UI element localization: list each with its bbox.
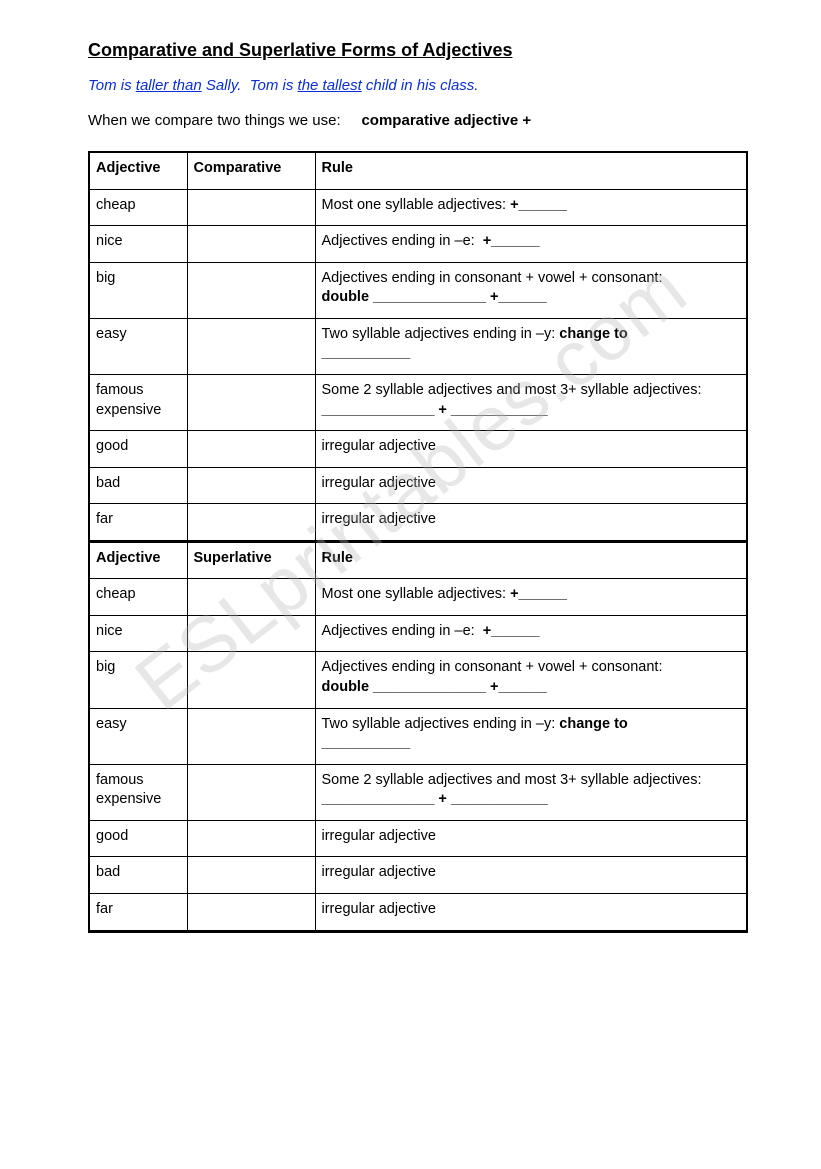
cell-adjective: easy xyxy=(89,708,187,764)
cell-adjective: famousexpensive xyxy=(89,374,187,430)
cell-rule: irregular adjective xyxy=(315,504,747,542)
cell-answer-blank[interactable] xyxy=(187,857,315,894)
example-sentence: Tom is taller than Sally. Tom is the tal… xyxy=(88,77,751,94)
cell-adjective: cheap xyxy=(89,189,187,226)
cell-adjective: big xyxy=(89,262,187,318)
cell-answer-blank[interactable] xyxy=(187,189,315,226)
cell-rule: Adjectives ending in –e: +______ xyxy=(315,226,747,263)
cell-adjective: bad xyxy=(89,857,187,894)
cell-adjective: big xyxy=(89,652,187,708)
col-header-adjective: Adjective xyxy=(89,541,187,579)
table-row: far irregular adjective xyxy=(89,893,747,931)
cell-rule: irregular adjective xyxy=(315,820,747,857)
cell-answer-blank[interactable] xyxy=(187,374,315,430)
cell-rule: Two syllable adjectives ending in –y: ch… xyxy=(315,708,747,764)
cell-answer-blank[interactable] xyxy=(187,504,315,542)
cell-rule: Some 2 syllable adjectives and most 3+ s… xyxy=(315,764,747,820)
cell-answer-blank[interactable] xyxy=(187,262,315,318)
table-row: cheap Most one syllable adjectives: +____… xyxy=(89,579,747,616)
cell-answer-blank[interactable] xyxy=(187,318,315,374)
intro-text: When we compare two things we use: xyxy=(88,112,341,129)
col-header-rule: Rule xyxy=(315,541,747,579)
cell-rule: Most one syllable adjectives: +______ xyxy=(315,189,747,226)
cell-rule: Adjectives ending in consonant + vowel +… xyxy=(315,262,747,318)
col-header-rule: Rule xyxy=(315,152,747,189)
table-row: easy Two syllable adjectives ending in –y… xyxy=(89,708,747,764)
cell-adjective: good xyxy=(89,820,187,857)
cell-rule: Most one syllable adjectives: +______ xyxy=(315,579,747,616)
table-row: nice Adjectives ending in –e: +______ xyxy=(89,615,747,652)
page-title: Comparative and Superlative Forms of Adj… xyxy=(88,40,751,61)
cell-rule: irregular adjective xyxy=(315,893,747,931)
cell-answer-blank[interactable] xyxy=(187,579,315,616)
cell-adjective: famousexpensive xyxy=(89,764,187,820)
table-row: nice Adjectives ending in –e: +______ xyxy=(89,226,747,263)
table-header-row: AdjectiveSuperlativeRule xyxy=(89,541,747,579)
cell-rule: irregular adjective xyxy=(315,431,747,468)
worksheet-table: AdjectiveComparativeRulecheapMost one sy… xyxy=(88,151,748,933)
cell-adjective: nice xyxy=(89,615,187,652)
table-row: cheap Most one syllable adjectives: +____… xyxy=(89,189,747,226)
table-row: easy Two syllable adjectives ending in –y… xyxy=(89,318,747,374)
table-row: bad irregular adjective xyxy=(89,467,747,504)
cell-answer-blank[interactable] xyxy=(187,652,315,708)
table-row: good irregular adjective xyxy=(89,820,747,857)
table-row: big Adjectives ending in consonant + vowe… xyxy=(89,262,747,318)
col-header-comparative: Comparative xyxy=(187,152,315,189)
cell-adjective: far xyxy=(89,893,187,931)
table-row: famousexpensive Some 2 syllable adjective… xyxy=(89,374,747,430)
cell-rule: irregular adjective xyxy=(315,467,747,504)
cell-answer-blank[interactable] xyxy=(187,764,315,820)
table-row: far irregular adjective xyxy=(89,504,747,542)
col-header-adjective: Adjective xyxy=(89,152,187,189)
col-header-superlative: Superlative xyxy=(187,541,315,579)
cell-answer-blank[interactable] xyxy=(187,431,315,468)
cell-adjective: nice xyxy=(89,226,187,263)
cell-adjective: good xyxy=(89,431,187,468)
cell-rule: Adjectives ending in consonant + vowel +… xyxy=(315,652,747,708)
table-row: big Adjectives ending in consonant + vowe… xyxy=(89,652,747,708)
table-row: bad irregular adjective xyxy=(89,857,747,894)
cell-answer-blank[interactable] xyxy=(187,467,315,504)
cell-answer-blank[interactable] xyxy=(187,893,315,931)
table-row: famousexpensive Some 2 syllable adjective… xyxy=(89,764,747,820)
table-row: good irregular adjective xyxy=(89,431,747,468)
cell-adjective: cheap xyxy=(89,579,187,616)
cell-answer-blank[interactable] xyxy=(187,820,315,857)
cell-rule: Adjectives ending in –e: +______ xyxy=(315,615,747,652)
cell-adjective: bad xyxy=(89,467,187,504)
intro-line: When we compare two things we use: compa… xyxy=(88,112,751,129)
cell-adjective: far xyxy=(89,504,187,542)
intro-label: comparative adjective + xyxy=(361,112,531,129)
cell-answer-blank[interactable] xyxy=(187,708,315,764)
cell-rule: irregular adjective xyxy=(315,857,747,894)
cell-rule: Some 2 syllable adjectives and most 3+ s… xyxy=(315,374,747,430)
cell-rule: Two syllable adjectives ending in –y: ch… xyxy=(315,318,747,374)
cell-adjective: easy xyxy=(89,318,187,374)
cell-answer-blank[interactable] xyxy=(187,226,315,263)
cell-answer-blank[interactable] xyxy=(187,615,315,652)
table-header-row: AdjectiveComparativeRule xyxy=(89,152,747,189)
